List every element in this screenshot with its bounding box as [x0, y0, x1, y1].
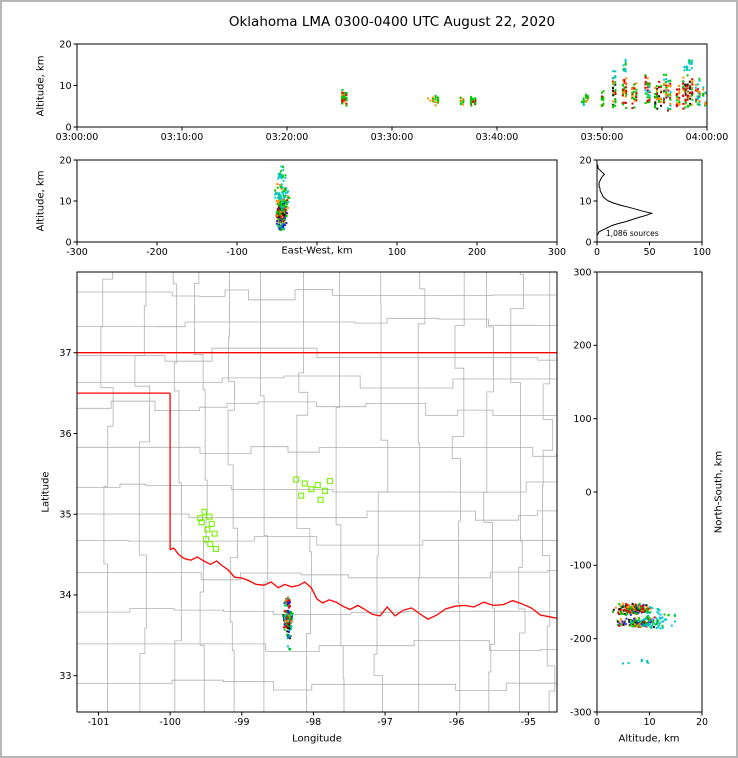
svg-text:300: 300	[548, 247, 566, 258]
svg-text:10: 10	[59, 81, 71, 92]
svg-text:-100: -100	[570, 561, 592, 572]
altitude-histogram-line	[596, 160, 654, 242]
svg-text:03:20:00: 03:20:00	[266, 132, 309, 143]
svg-text:100: 100	[693, 247, 711, 258]
svg-text:34: 34	[59, 590, 71, 601]
svg-text:100: 100	[573, 414, 591, 425]
figure-title: Oklahoma LMA 0300-0400 UTC August 22, 20…	[228, 14, 556, 30]
ew-panel-ylabel: Altitude, km	[35, 170, 47, 232]
ns-panel-ylabel: North-South, km	[713, 450, 725, 534]
svg-text:20: 20	[579, 155, 591, 166]
svg-text:200: 200	[468, 247, 486, 258]
svg-text:-300: -300	[66, 247, 88, 258]
svg-text:0: 0	[65, 237, 71, 248]
svg-text:-97: -97	[377, 717, 393, 728]
map-xlabel: Longitude	[292, 733, 342, 745]
svg-text:-100: -100	[226, 247, 248, 258]
svg-text:0: 0	[65, 122, 71, 133]
state-border	[169, 547, 558, 620]
svg-text:-95: -95	[521, 717, 537, 728]
svg-text:-96: -96	[449, 717, 465, 728]
vhf-sources-layer	[612, 602, 677, 665]
svg-text:-200: -200	[570, 634, 592, 645]
svg-text:10: 10	[579, 196, 591, 207]
svg-text:03:00:00: 03:00:00	[56, 132, 99, 143]
svg-text:20: 20	[59, 155, 71, 166]
time_height-panel: 03:00:00 03:10:00 03:20:00 03:30:00 03:40:00…	[56, 39, 729, 143]
svg-text:200: 200	[573, 341, 591, 352]
svg-text:-99: -99	[234, 717, 250, 728]
svg-text:36: 36	[59, 429, 71, 440]
map-ylabel: Latitude	[40, 471, 52, 513]
svg-text:-101: -101	[88, 717, 110, 728]
svg-text:0: 0	[585, 237, 591, 248]
svg-text:03:40:00: 03:40:00	[476, 132, 519, 143]
svg-text:04:00:00: 04:00:00	[686, 132, 729, 143]
svg-text:-98: -98	[306, 717, 322, 728]
svg-text:20: 20	[59, 39, 71, 50]
svg-text:03:10:00: 03:10:00	[161, 132, 204, 143]
ew-panel-xlabel: East-West, km	[281, 245, 353, 257]
svg-text:300: 300	[573, 267, 591, 278]
svg-text:0: 0	[585, 487, 591, 498]
svg-text:37: 37	[59, 348, 71, 359]
vhf-sources-layer	[274, 165, 291, 231]
ew_height-panel: -300 -200 -100 100 200 300 0 10 20	[59, 155, 566, 258]
svg-text:33: 33	[59, 671, 71, 682]
svg-text:-200: -200	[146, 247, 168, 258]
svg-text:03:50:00: 03:50:00	[581, 132, 624, 143]
svg-text:50: 50	[643, 247, 655, 258]
height_histogram-panel: 0 50 100 0 10 20	[579, 155, 711, 258]
svg-text:-100: -100	[159, 717, 181, 728]
vhf-sources-layer	[341, 58, 707, 112]
svg-text:100: 100	[388, 247, 406, 258]
time-panel-ylabel: Altitude, km	[35, 55, 47, 117]
ns_height-panel: 0 10 20 300 200 100 0 -100 -200 -300	[570, 267, 708, 728]
vhf-sources-layer	[282, 596, 294, 651]
svg-text:10: 10	[643, 717, 655, 728]
svg-text:03:30:00: 03:30:00	[371, 132, 414, 143]
ns-panel-xlabel: Altitude, km	[618, 733, 680, 745]
plan_map-panel: -101 -100 -99 -98 -97 -96 -95 33 34 35 36 37	[59, 271, 558, 728]
svg-text:10: 10	[59, 196, 71, 207]
svg-text:0: 0	[594, 717, 600, 728]
flash-squares-layer	[197, 476, 333, 552]
svg-text:35: 35	[59, 510, 71, 521]
sources-count-label: 1,086 sources	[606, 229, 659, 238]
svg-text:0: 0	[594, 247, 600, 258]
svg-text:20: 20	[696, 717, 708, 728]
svg-text:-300: -300	[570, 707, 592, 718]
